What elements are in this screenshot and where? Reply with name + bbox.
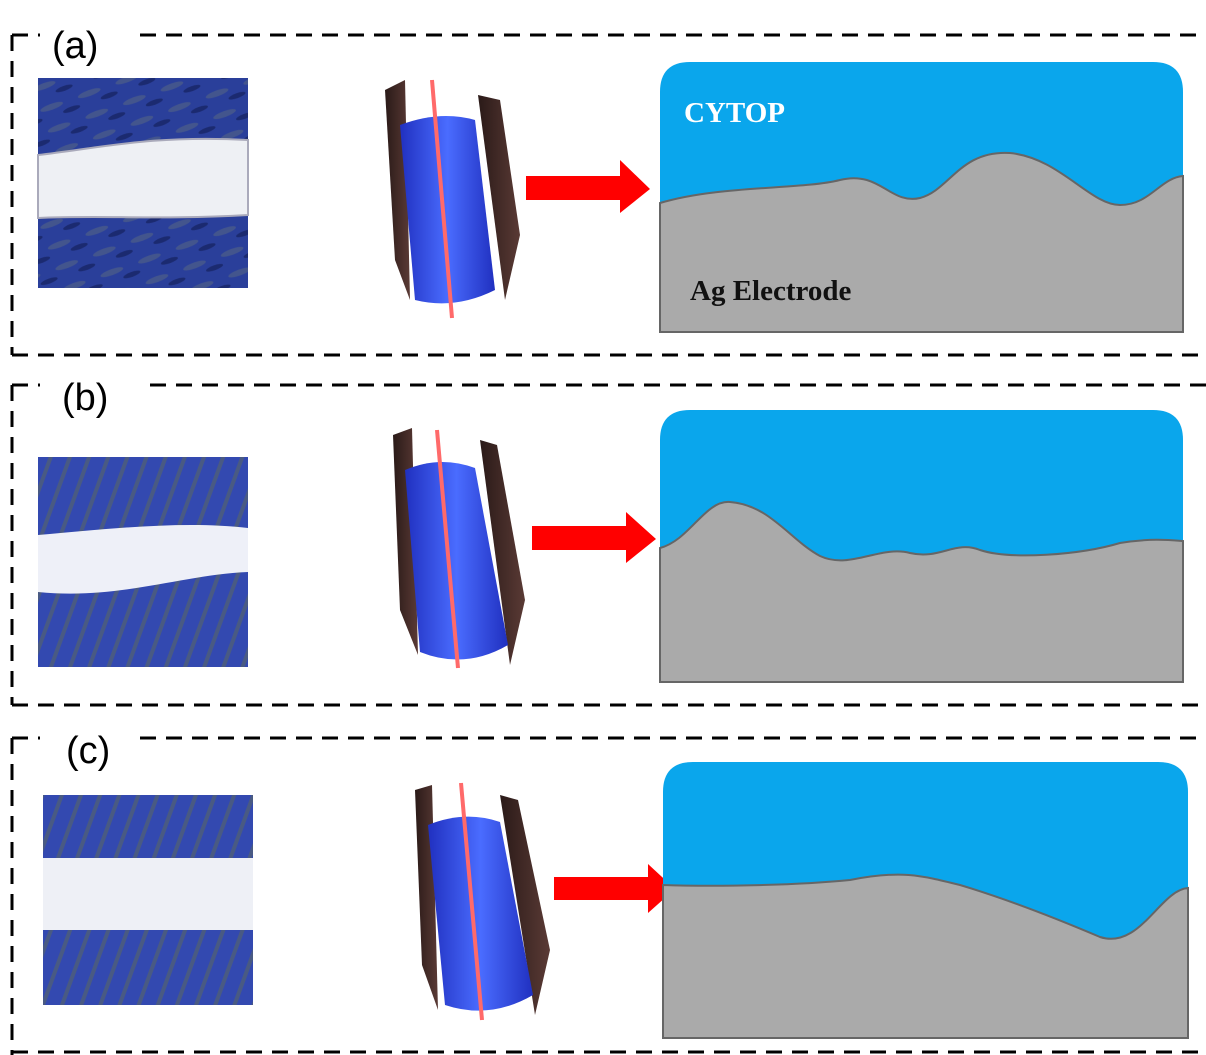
arrow	[526, 160, 650, 213]
profile-3d	[393, 428, 525, 668]
micrograph	[38, 457, 248, 667]
layer-label: Ag Electrode	[690, 275, 851, 307]
arrow	[554, 864, 675, 913]
schematic: CYTOP Ag Electrode	[660, 62, 1183, 332]
micrograph	[38, 78, 248, 288]
figure: (a) (b) (c) CYTOP Ag Electrode	[0, 0, 1206, 1055]
micrograph	[43, 795, 253, 1005]
schematic	[663, 762, 1188, 1038]
panel-label: (a)	[52, 25, 98, 67]
profile-3d	[385, 80, 520, 318]
arrow	[532, 512, 656, 563]
panel-label: (c)	[66, 730, 110, 772]
profile-3d	[415, 783, 550, 1020]
layer-label: CYTOP	[684, 97, 785, 129]
panel-label: (b)	[62, 377, 108, 419]
schematic	[660, 410, 1183, 682]
